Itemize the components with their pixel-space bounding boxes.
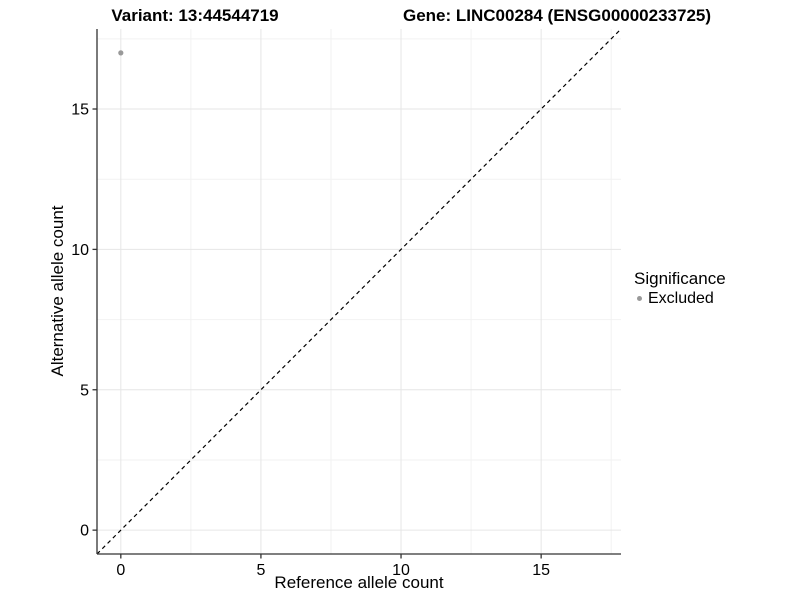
legend-title: Significance (634, 269, 726, 288)
legend-entry-label: Excluded (648, 290, 714, 307)
x-tick-label: 15 (532, 562, 550, 579)
y-tick-label: 0 (80, 523, 89, 540)
y-axis-title: Alternative allele count (48, 205, 67, 377)
y-tick-label: 10 (71, 242, 89, 259)
x-tick-label: 10 (392, 562, 410, 579)
data-point (118, 50, 124, 56)
identity-dashed-line (96, 28, 622, 555)
x-tick-label: 0 (116, 562, 125, 579)
legend-entry-excluded: Excluded (634, 289, 726, 308)
x-axis-title: Reference allele count (274, 573, 444, 592)
excluded-marker-icon (637, 296, 642, 301)
gene-title: Gene: LINC00284 (ENSG00000233725) (402, 6, 712, 25)
legend: Significance Excluded (634, 269, 726, 308)
x-tick-label: 5 (256, 562, 265, 579)
y-tick-label: 5 (80, 382, 89, 399)
y-tick-label: 15 (71, 102, 89, 119)
variant-title: Variant: 13:44544719 (111, 6, 279, 25)
